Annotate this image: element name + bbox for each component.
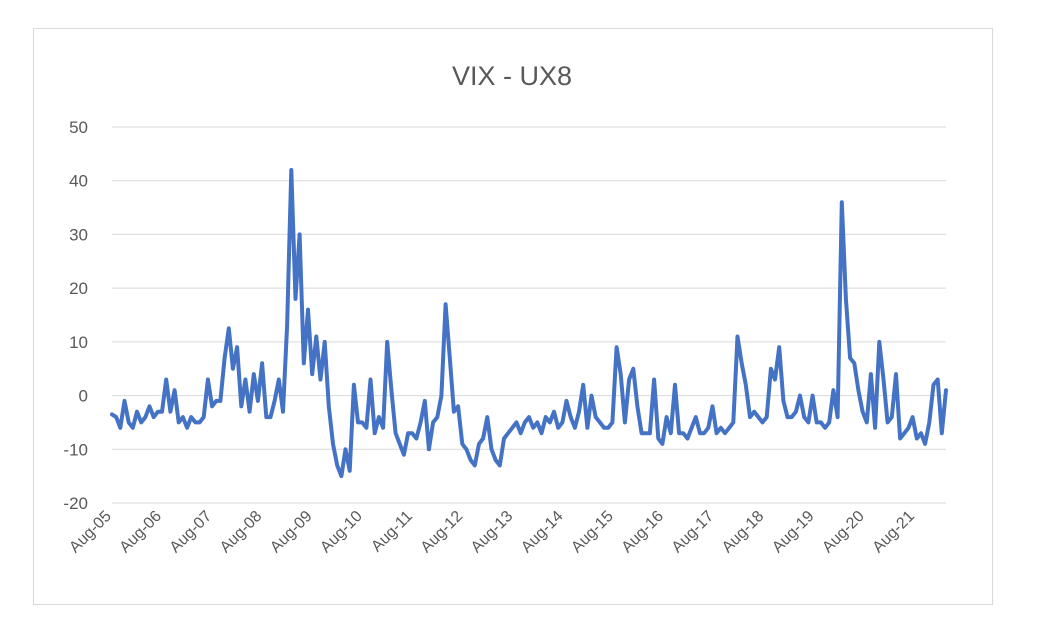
x-tick-label: Aug-11 xyxy=(368,508,416,556)
y-tick-label: 0 xyxy=(79,387,88,406)
x-tick-label: Aug-21 xyxy=(870,508,919,557)
series-line-vix-ux8 xyxy=(110,168,948,479)
x-tick-label: Aug-09 xyxy=(267,508,316,557)
x-tick-label: Aug-08 xyxy=(217,508,266,557)
gridlines xyxy=(112,126,946,504)
x-tick-label: Aug-17 xyxy=(669,508,718,557)
y-tick-label: 40 xyxy=(69,172,88,191)
chart-container: VIX - UX8 -20 -10 0 10 20 30 40 50 Aug-05 Aug-06… xyxy=(33,28,993,605)
x-tick-label: Aug-10 xyxy=(317,508,366,557)
x-tick-label: Aug-13 xyxy=(468,508,517,557)
x-tick-label: Aug-06 xyxy=(117,508,166,557)
x-tick-label: Aug-15 xyxy=(568,508,617,557)
x-axis-ticks: Aug-05 Aug-06 Aug-07 Aug-08 Aug-09 Aug-10 Aug-… xyxy=(66,508,918,557)
x-tick-label: Aug-14 xyxy=(518,508,567,557)
x-tick-label: Aug-18 xyxy=(719,508,768,557)
y-tick-label: 10 xyxy=(69,333,88,352)
line-chart: VIX - UX8 -20 -10 0 10 20 30 40 50 Aug-05 Aug-06… xyxy=(63,61,948,557)
y-tick-label: 30 xyxy=(69,225,88,244)
x-tick-label: Aug-05 xyxy=(66,508,115,557)
x-tick-label: Aug-12 xyxy=(418,508,467,557)
x-tick-label: Aug-16 xyxy=(619,508,668,557)
x-tick-label: Aug-19 xyxy=(769,508,818,557)
x-tick-label: Aug-07 xyxy=(167,508,216,557)
y-tick-label: 20 xyxy=(69,279,88,298)
y-tick-label: -20 xyxy=(63,494,88,513)
x-tick-label: Aug-20 xyxy=(819,508,868,557)
chart-title: VIX - UX8 xyxy=(452,61,572,91)
y-axis-ticks: -20 -10 0 10 20 30 40 50 xyxy=(63,118,88,513)
y-tick-label: -10 xyxy=(63,440,88,459)
y-tick-label: 50 xyxy=(69,118,88,137)
